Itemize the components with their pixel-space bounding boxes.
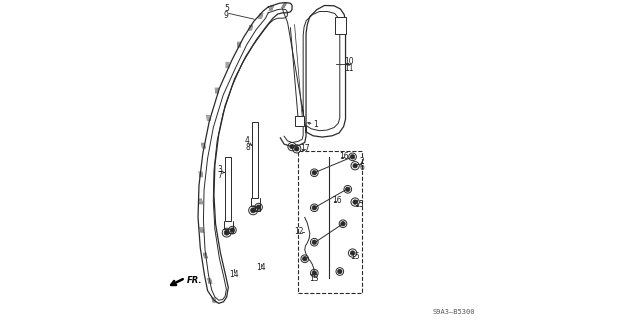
Bar — [225, 157, 232, 220]
Circle shape — [351, 155, 355, 159]
Text: 12: 12 — [295, 227, 304, 236]
Bar — [295, 116, 304, 125]
Bar — [252, 122, 258, 198]
Text: 11: 11 — [345, 64, 354, 73]
Circle shape — [341, 221, 345, 226]
Text: 13: 13 — [309, 274, 319, 283]
Text: 7: 7 — [217, 172, 222, 180]
Circle shape — [231, 228, 235, 232]
Text: 17: 17 — [300, 144, 311, 153]
Text: 14: 14 — [229, 269, 239, 279]
Circle shape — [257, 205, 261, 209]
Circle shape — [338, 269, 342, 274]
Text: 10: 10 — [345, 57, 354, 66]
Text: 15: 15 — [354, 200, 364, 209]
Bar — [298, 151, 362, 293]
Circle shape — [302, 257, 307, 261]
Text: 6: 6 — [359, 164, 364, 172]
Circle shape — [312, 171, 316, 175]
Text: 8: 8 — [245, 143, 250, 152]
Text: 15: 15 — [351, 252, 360, 261]
Circle shape — [312, 271, 316, 275]
Text: 16: 16 — [340, 152, 349, 161]
Circle shape — [312, 240, 316, 244]
Text: S9A3—B5300: S9A3—B5300 — [432, 309, 475, 316]
Circle shape — [312, 205, 316, 210]
Bar — [335, 17, 346, 34]
Text: 14: 14 — [256, 263, 265, 272]
Circle shape — [290, 144, 294, 149]
Text: 4: 4 — [245, 136, 250, 145]
Circle shape — [353, 164, 358, 168]
Text: 5: 5 — [224, 4, 229, 13]
Text: FR.: FR. — [187, 276, 203, 285]
Circle shape — [295, 147, 299, 151]
Circle shape — [224, 230, 229, 235]
Circle shape — [353, 200, 358, 204]
Text: 16: 16 — [332, 196, 342, 205]
Circle shape — [345, 187, 350, 192]
Text: 1: 1 — [313, 120, 318, 130]
Circle shape — [351, 251, 355, 255]
Text: 3: 3 — [217, 165, 222, 174]
Text: 9: 9 — [224, 12, 229, 20]
Text: 2: 2 — [359, 157, 364, 166]
Circle shape — [251, 208, 256, 213]
